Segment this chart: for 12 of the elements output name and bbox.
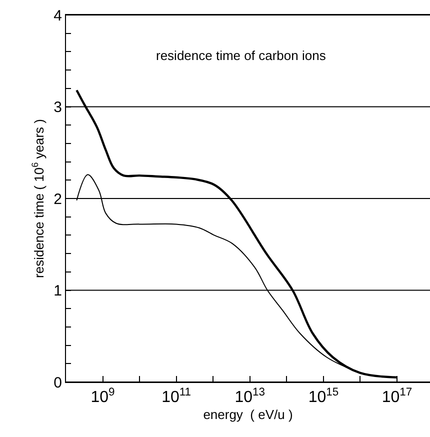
- y-tick-label: 1: [54, 282, 62, 300]
- x-tick-label: 10$^{15}$: [308, 386, 339, 406]
- y-tick-label: 2: [54, 190, 62, 208]
- x-tick-label: 10$^{9}$: [90, 386, 115, 406]
- y-tick-label: 0: [54, 374, 62, 392]
- x-tick-label: 10$^{13}$: [234, 386, 266, 406]
- text: residence time of carbon ions: [156, 48, 326, 63]
- y-tick-label: 4: [54, 7, 62, 24]
- x-tick-label: 10$^{11}$: [162, 386, 192, 406]
- y-tick-label: 3: [54, 99, 62, 116]
- x-tick-label: 10$^{17}$: [382, 386, 412, 406]
- x-axis-title: energy ( eV/u ): [203, 406, 293, 422]
